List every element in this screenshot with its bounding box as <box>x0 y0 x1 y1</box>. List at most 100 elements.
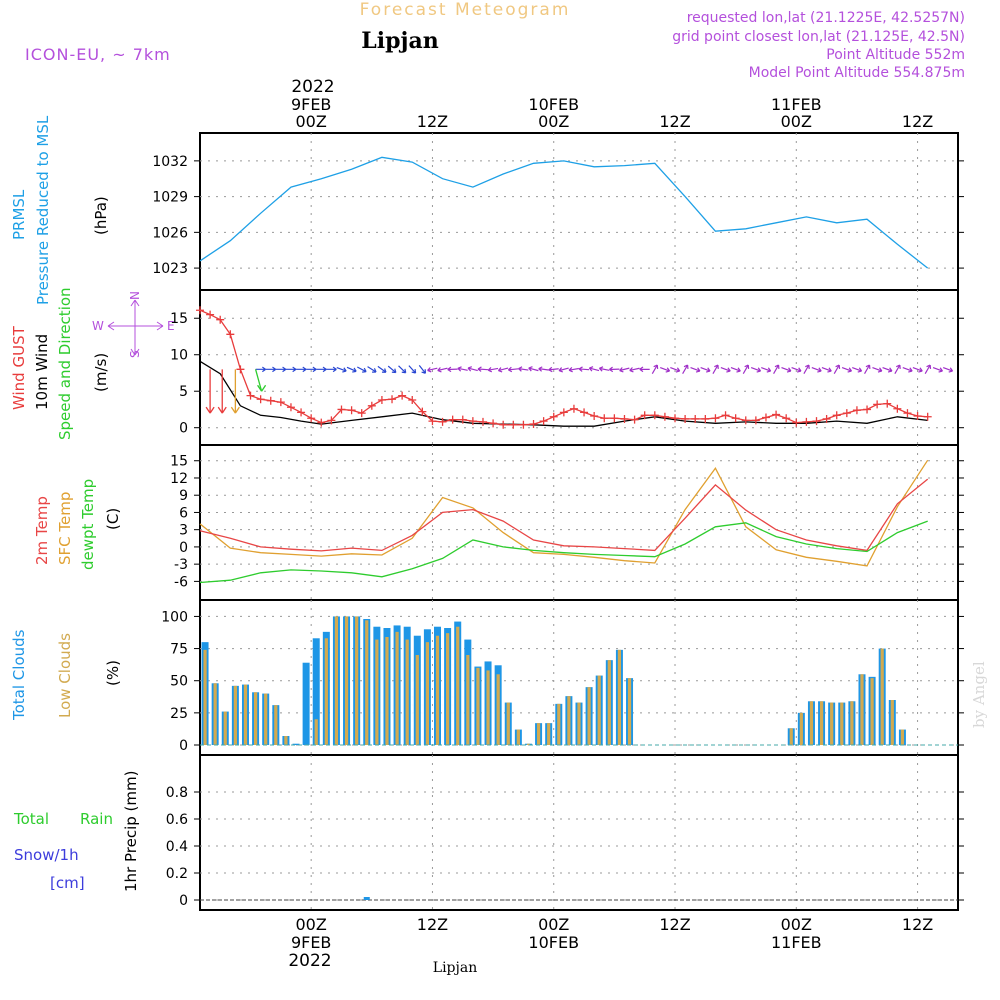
wind-direction-arrow <box>932 367 943 373</box>
wind-direction-arrow <box>852 367 863 373</box>
low-cloud-bar <box>486 670 490 745</box>
total-cloud-bar <box>302 662 310 745</box>
low-cloud-bar <box>385 637 389 745</box>
precip-tick-label: 0.4 <box>166 839 188 855</box>
temp-label-dewpt: dewpt Temp <box>79 479 97 570</box>
bottom-time-label: 00Z <box>296 915 327 934</box>
low-cloud-bar <box>860 674 864 745</box>
wind-direction-arrow <box>942 367 954 373</box>
compass-rose: N W E S <box>92 291 175 358</box>
gust-marker <box>660 412 669 421</box>
gust-marker <box>863 405 872 414</box>
footer-location: Lipjan <box>433 960 477 976</box>
low-cloud-bar <box>799 712 803 745</box>
wind-label-unit: (m/s) <box>92 353 110 392</box>
gust-marker <box>286 403 295 412</box>
wind-direction-arrow <box>712 364 719 374</box>
low-cloud-bar <box>870 678 874 745</box>
low-cloud-bar <box>425 642 429 745</box>
gust-marker <box>539 417 548 426</box>
gust-marker <box>852 406 861 415</box>
bottom-year: 2022 <box>288 951 331 971</box>
compass-e: E <box>167 319 175 333</box>
wind-direction-arrow <box>387 365 397 374</box>
closest-coords: grid point closest lon,lat (21.125E, 42.… <box>672 29 965 45</box>
gust-marker <box>569 404 578 413</box>
low-cloud-bar <box>526 743 531 745</box>
panels: 103210291026102315105015129630-3-6100755… <box>152 132 964 911</box>
clouds-tick-label: 25 <box>170 706 188 722</box>
gust-marker <box>529 420 538 429</box>
gust-marker <box>499 420 508 429</box>
wind-direction-arrow <box>497 367 509 373</box>
low-cloud-bar <box>355 616 359 745</box>
wind-direction-arrow <box>924 364 932 374</box>
low-cloud-bar <box>264 693 268 745</box>
precip-label-total: Total <box>13 810 49 828</box>
wind-direction-arrow <box>639 366 650 373</box>
pressure-line <box>199 156 929 269</box>
gust-marker <box>276 398 285 407</box>
model-label: ICON-EU, ~ 7km <box>25 45 171 64</box>
pressure-label-unit: (hPa) <box>92 196 110 235</box>
wind-direction-arrow <box>609 366 620 373</box>
wind-direction-arrow <box>882 367 893 373</box>
gust-marker <box>640 411 649 420</box>
low-cloud-bar <box>880 648 884 745</box>
wind-direction-arrow <box>670 367 681 373</box>
gust-marker <box>559 408 568 417</box>
low-cloud-bar <box>819 701 824 745</box>
wind-direction-arrow <box>487 366 499 373</box>
bottom-time-label: 12Z <box>902 915 933 934</box>
wind-direction-arrow <box>833 364 841 374</box>
bottom-date-label: 11FEB <box>771 933 822 952</box>
wind-direction-arrow <box>265 366 277 373</box>
wind-direction-arrow <box>660 367 671 373</box>
gust-marker <box>489 419 498 428</box>
gust-marker <box>297 408 306 417</box>
wind-direction-arrow <box>255 366 266 373</box>
wind-direction-arrow <box>346 366 357 373</box>
top-time-label: 00Z <box>296 112 327 131</box>
wind-direction-arrow <box>357 366 367 373</box>
top-time-label: 00Z <box>538 112 569 131</box>
gust-marker <box>347 406 356 415</box>
gust-marker <box>216 315 225 324</box>
precip-frame <box>199 754 959 911</box>
clouds-tick-label: 0 <box>179 738 188 754</box>
gust-marker <box>842 409 851 418</box>
low-cloud-bar <box>324 638 328 745</box>
wind-direction-arrow <box>578 366 590 372</box>
wind-direction-arrow <box>326 366 337 373</box>
low-cloud-bar <box>850 701 854 745</box>
gust-marker <box>307 414 316 423</box>
wind-direction-arrow-strong <box>217 369 227 414</box>
gust-marker <box>741 416 750 425</box>
low-cloud-bar <box>557 703 561 745</box>
precip-tick-label: 0 <box>179 893 188 909</box>
gust-marker <box>206 310 215 319</box>
sfc-temp-line <box>199 459 929 567</box>
temp-tick-label: 15 <box>170 454 188 470</box>
wind-direction-arrow <box>418 365 427 374</box>
wind-direction-arrow <box>507 366 519 373</box>
bottom-date-label: 9FEB <box>291 933 331 952</box>
temp-label-2m: 2m Temp <box>33 496 51 565</box>
low-cloud-bar <box>344 616 349 745</box>
wind-direction-arrow <box>336 367 347 373</box>
wind-direction-arrow <box>912 367 923 373</box>
pressure-label-prmsl: PRMSL <box>10 189 28 240</box>
gust-marker <box>681 414 690 423</box>
top-time-label: 12Z <box>417 112 448 131</box>
top-date-label: 10FEB <box>528 95 579 114</box>
gust-marker <box>751 416 760 425</box>
low-cloud-bar <box>274 705 278 745</box>
wind-label-gust: Wind GUST <box>10 325 28 410</box>
panel-pressure: 1032 1029 1026 1023 <box>152 132 964 291</box>
pressure-tick-label: 1029 <box>152 190 188 206</box>
low-cloud-bar <box>597 675 601 745</box>
pressure-label-reduced: Pressure Reduced to MSL <box>34 115 52 305</box>
precip-tick-label: 0.6 <box>166 812 188 828</box>
wind-direction-arrow <box>791 367 802 373</box>
